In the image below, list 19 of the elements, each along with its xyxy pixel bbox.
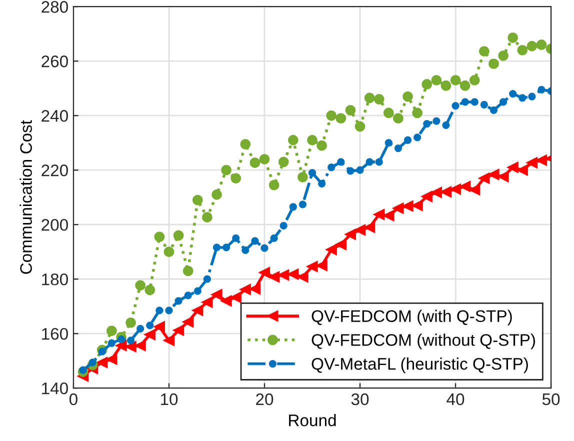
- y-axis-title: Communication Cost: [20, 120, 32, 274]
- x-tick-label: 0: [69, 393, 78, 406]
- y-tick-label: 160: [42, 328, 68, 340]
- y-tick-label: 260: [42, 56, 68, 68]
- legend-label: QV-FEDCOM (without Q-STP): [312, 334, 536, 350]
- y-tick-label: 280: [42, 1, 68, 13]
- legend-label: QV-MetaFL (heuristic Q-STP): [312, 358, 528, 374]
- x-tick-label: 10: [160, 393, 178, 406]
- x-tick-label: 50: [542, 393, 560, 406]
- y-tick-label: 180: [42, 273, 68, 286]
- legend-label: QV-FEDCOM (with Q-STP): [312, 310, 512, 326]
- y-tick-label: 200: [42, 218, 68, 231]
- x-tick-label: 20: [256, 393, 274, 406]
- x-axis-title: Round: [289, 414, 336, 426]
- y-tick-label: 140: [42, 382, 68, 394]
- y-tick-label: 220: [42, 164, 68, 176]
- x-tick-label: 30: [351, 393, 369, 406]
- y-tick-label: 240: [42, 110, 68, 122]
- x-tick-label: 40: [446, 393, 464, 406]
